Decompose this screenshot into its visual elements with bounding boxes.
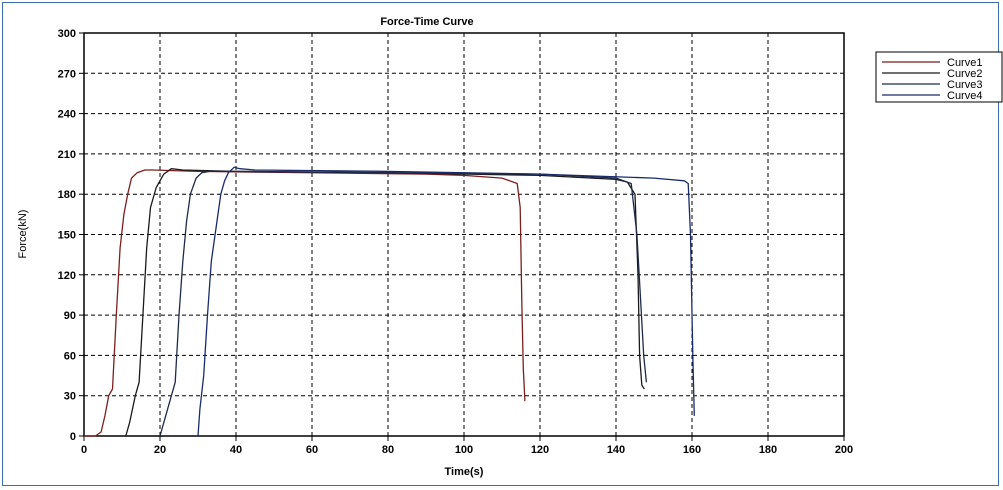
x-tick-label: 140 [607, 444, 625, 456]
x-tick-label: 200 [835, 444, 853, 456]
y-axis-ticks: 0 30 60 90 120 150 180 210 240 270 300 [58, 28, 84, 443]
series-line-curve1 [84, 169, 526, 437]
y-tick-label: 90 [64, 310, 76, 322]
series-line-curve2 [125, 168, 646, 437]
y-tick-label: 240 [58, 109, 76, 121]
y-tick-label: 180 [58, 189, 76, 201]
y-tick-label: 60 [64, 350, 76, 362]
y-tick-label: 120 [58, 270, 76, 282]
legend-label-curve1: Curve1 [947, 57, 982, 69]
x-tick-label: 40 [230, 444, 242, 456]
series-group [84, 166, 695, 437]
y-tick-label: 150 [58, 230, 76, 242]
chart-title: Force-Time Curve [380, 16, 473, 28]
grid-lines [84, 33, 844, 436]
series-line-curve3 [159, 170, 648, 437]
y-axis-label: Force(kN) [17, 210, 29, 259]
y-tick-label: 300 [58, 28, 76, 40]
x-axis-ticks: 0 20 40 60 80 100 120 140 160 180 200 [81, 436, 853, 456]
y-tick-label: 270 [58, 68, 76, 80]
x-tick-label: 0 [81, 444, 87, 456]
y-tick-label: 210 [58, 149, 76, 161]
x-tick-label: 160 [683, 444, 701, 456]
y-tick-label: 30 [64, 391, 76, 403]
legend-label-curve2: Curve2 [947, 68, 982, 80]
x-tick-label: 60 [306, 444, 318, 456]
series-line-curve4 [197, 166, 695, 437]
x-tick-label: 80 [382, 444, 394, 456]
legend-label-curve4: Curve4 [947, 90, 982, 102]
x-tick-label: 180 [759, 444, 777, 456]
x-tick-label: 120 [531, 444, 549, 456]
y-tick-label: 0 [70, 431, 76, 443]
legend-label-curve3: Curve3 [947, 79, 982, 91]
x-tick-label: 100 [455, 444, 473, 456]
legend-box [875, 51, 1003, 103]
x-axis-label: Time(s) [445, 466, 484, 478]
x-tick-label: 20 [154, 444, 166, 456]
